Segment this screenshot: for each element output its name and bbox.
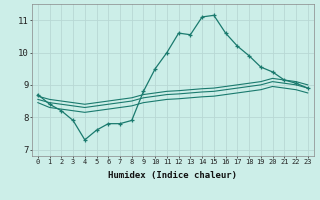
X-axis label: Humidex (Indice chaleur): Humidex (Indice chaleur) [108, 171, 237, 180]
